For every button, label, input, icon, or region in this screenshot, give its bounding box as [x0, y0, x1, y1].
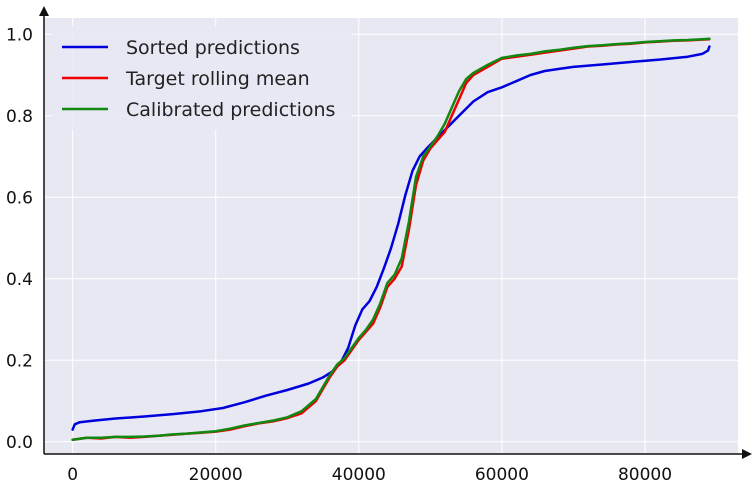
axes: [39, 6, 752, 459]
x-tick-label: 40000: [332, 465, 386, 485]
x-axis-arrow: [742, 449, 752, 459]
legend-label: Sorted predictions: [126, 37, 300, 59]
series-line-3: [71, 37, 711, 441]
legend-box: [52, 26, 352, 130]
x-tick-label: 20000: [189, 465, 243, 485]
y-tick-label: 0.2: [6, 351, 33, 371]
x-tick-label: 60000: [475, 465, 529, 485]
series-line-1: [71, 45, 711, 431]
y-axis-arrow: [39, 6, 49, 16]
x-tick-label: 80000: [618, 465, 672, 485]
legend: Sorted predictions Target rolling mean Cal…: [52, 26, 352, 130]
y-tick-label: 0.0: [6, 433, 33, 453]
y-tick-label: 0.8: [6, 107, 33, 127]
x-tick-label: 0: [67, 465, 78, 485]
tick-labels: 0 20000 40000 60000 80000 0.0 0.2 0.4 0.6 0.8 1.0: [6, 25, 672, 485]
y-tick-label: 1.0: [6, 25, 33, 45]
y-tick-label: 0.6: [6, 188, 33, 208]
legend-label: Calibrated predictions: [126, 99, 335, 121]
series-lines: [71, 37, 711, 441]
legend-label: Target rolling mean: [125, 68, 310, 90]
y-tick-label: 0.4: [6, 270, 33, 290]
gridlines: [44, 18, 738, 454]
